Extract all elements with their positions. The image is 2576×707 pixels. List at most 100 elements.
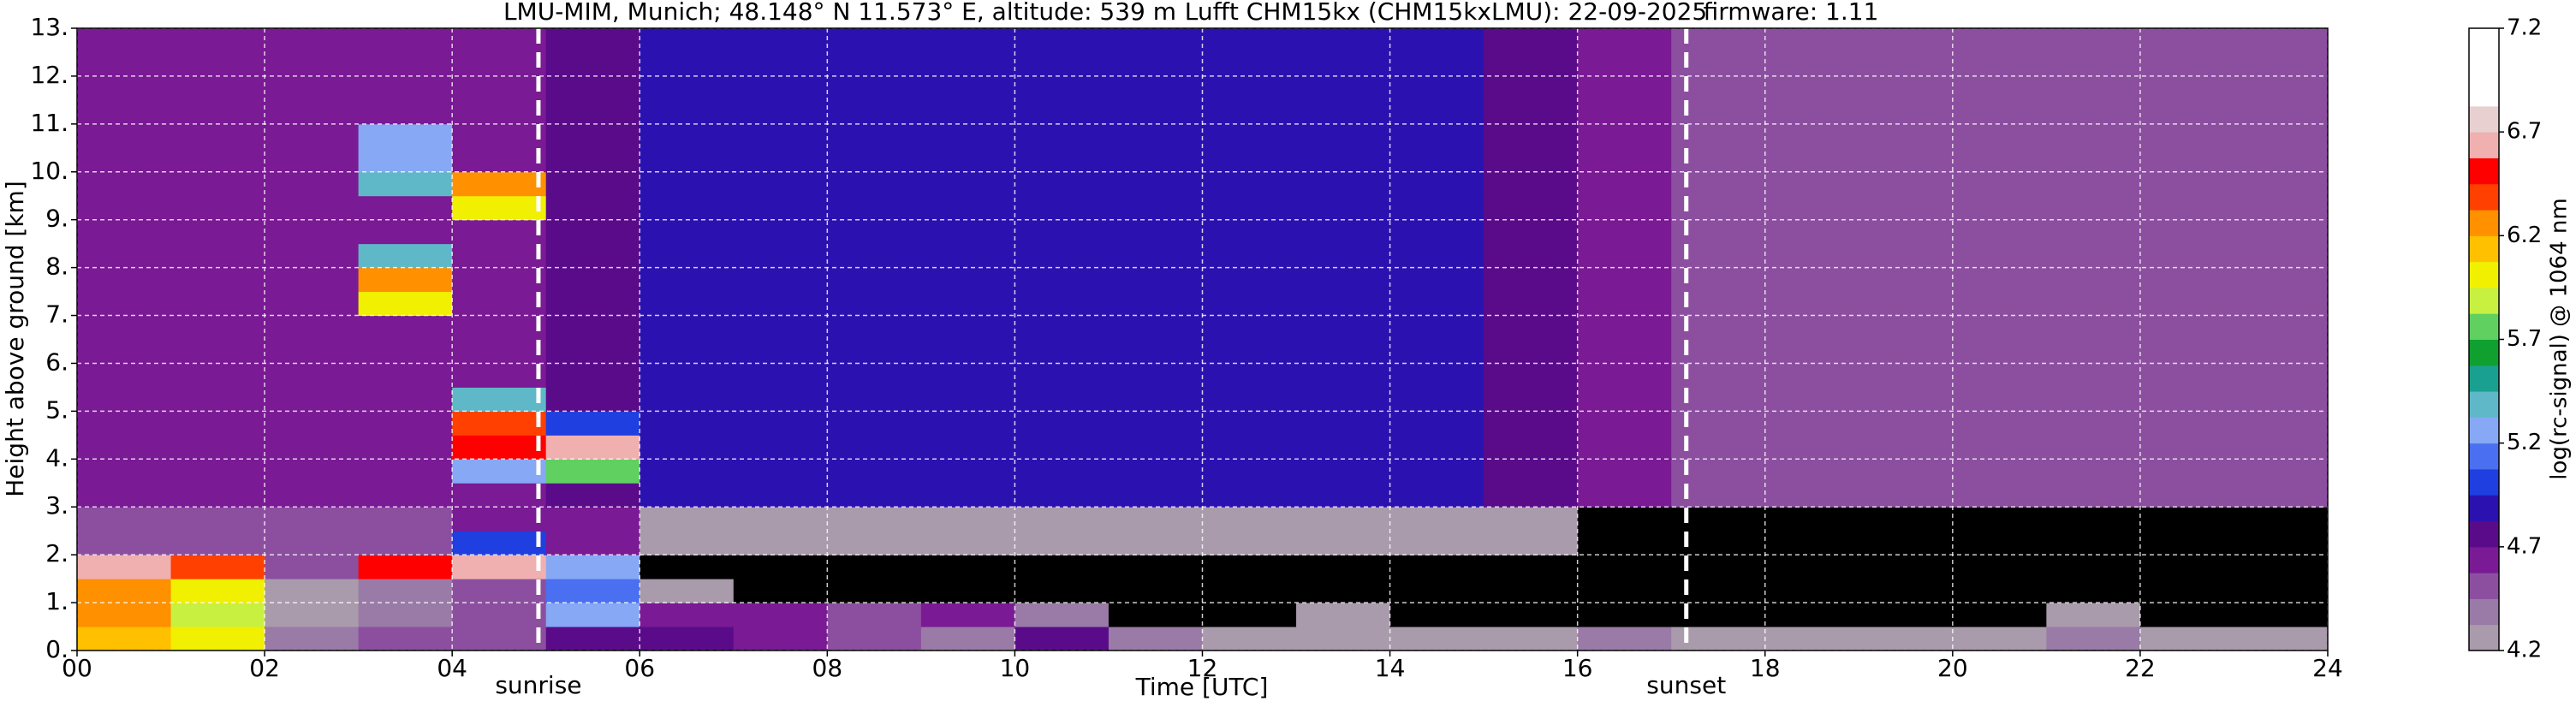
heatmap-cell	[545, 627, 640, 651]
heatmap-cell	[827, 603, 922, 627]
heatmap-cell	[452, 195, 547, 221]
heatmap-cell	[2046, 603, 2141, 627]
colorbar-segment	[2469, 443, 2499, 470]
heatmap-cell	[920, 339, 1015, 364]
heatmap-cell	[1202, 75, 1297, 101]
heatmap-cell	[733, 99, 828, 125]
heatmap-cell	[1859, 51, 1954, 77]
heatmap-cell	[920, 483, 1015, 508]
heatmap-cell	[358, 459, 453, 484]
heatmap-cell	[265, 483, 360, 508]
heatmap-cell	[1484, 459, 1579, 484]
heatmap-cell	[2139, 387, 2234, 412]
heatmap-cell	[265, 291, 360, 317]
heatmap-cell	[1859, 555, 1954, 579]
heatmap-cell	[77, 219, 172, 245]
heatmap-cell	[1389, 627, 1484, 651]
heatmap-cell	[358, 219, 453, 245]
colorbar-tick-label: 5.2	[2507, 430, 2542, 455]
heatmap-cell	[733, 531, 828, 556]
heatmap-cell	[358, 435, 453, 460]
heatmap-cell	[77, 483, 172, 508]
heatmap-cell	[1296, 219, 1391, 245]
heatmap-cell	[452, 267, 547, 293]
heatmap-cell	[920, 579, 1015, 603]
chart-title: Lufft CHM15kx (CHM15kxLMU): 22-09-2025	[1185, 0, 1707, 26]
heatmap-cell	[452, 28, 547, 53]
heatmap-cell	[2046, 363, 2141, 388]
heatmap-cell	[1859, 507, 1954, 532]
heatmap-cell	[1014, 51, 1110, 77]
heatmap-cell	[1859, 243, 1954, 269]
colorbar-segment	[2469, 339, 2499, 366]
heatmap-cell	[1389, 315, 1484, 340]
heatmap-cell	[2139, 579, 2234, 603]
heatmap-cell	[1577, 603, 1672, 627]
heatmap-cell	[1389, 603, 1484, 627]
heatmap-cell	[1859, 315, 1954, 340]
heatmap-cell	[1389, 387, 1484, 412]
heatmap-cell	[1952, 171, 2047, 197]
colorbar-tick-label: 4.2	[2507, 638, 2542, 663]
heatmap-cell	[640, 99, 735, 125]
heatmap-cell	[920, 603, 1015, 627]
heatmap-cell	[1296, 315, 1391, 340]
heatmap-cell	[1296, 627, 1391, 651]
heatmap-cell	[2234, 555, 2329, 579]
heatmap-cell	[1952, 267, 2047, 293]
heatmap-cell	[358, 555, 453, 579]
heatmap-cell	[1484, 387, 1579, 412]
heatmap-cell	[1764, 603, 1859, 627]
heatmap-cell	[1577, 123, 1672, 149]
heatmap-cell	[265, 267, 360, 293]
heatmap-cell	[170, 147, 265, 173]
heatmap	[77, 28, 2329, 651]
heatmap-cell	[1389, 363, 1484, 388]
y-tick-label: 8.	[45, 253, 68, 281]
heatmap-cell	[1014, 219, 1110, 245]
heatmap-cell	[733, 123, 828, 149]
heatmap-cell	[640, 411, 735, 436]
heatmap-cell	[77, 435, 172, 460]
heatmap-cell	[358, 411, 453, 436]
colorbar-segment	[2469, 235, 2499, 263]
heatmap-cell	[1952, 483, 2047, 508]
heatmap-cell	[170, 315, 265, 340]
heatmap-cell	[358, 28, 453, 53]
heatmap-cell	[170, 219, 265, 245]
heatmap-cell	[265, 243, 360, 269]
heatmap-cell	[1764, 459, 1859, 484]
heatmap-cell	[265, 387, 360, 412]
heatmap-cell	[358, 195, 453, 221]
heatmap-cell	[920, 627, 1015, 651]
heatmap-cell	[1296, 579, 1391, 603]
heatmap-cell	[77, 243, 172, 269]
heatmap-cell	[1577, 579, 1672, 603]
heatmap-cell	[358, 267, 453, 293]
heatmap-cell	[452, 147, 547, 173]
heatmap-cell	[1389, 243, 1484, 269]
heatmap-cell	[77, 363, 172, 388]
heatmap-cell	[2046, 219, 2141, 245]
x-tick-label: 10	[1000, 654, 1031, 682]
heatmap-cell	[358, 339, 453, 364]
heatmap-cell	[1296, 28, 1391, 53]
heatmap-cell	[1202, 291, 1297, 317]
heatmap-cell	[733, 603, 828, 627]
heatmap-cell	[1577, 267, 1672, 293]
heatmap-cell	[1952, 387, 2047, 412]
heatmap-cell	[640, 435, 735, 460]
heatmap-cell	[640, 459, 735, 484]
heatmap-cell	[827, 267, 922, 293]
heatmap-cell	[2046, 99, 2141, 125]
heatmap-cell	[545, 531, 640, 556]
heatmap-cell	[2139, 99, 2234, 125]
heatmap-cell	[2139, 411, 2234, 436]
heatmap-cell	[545, 387, 640, 412]
heatmap-cell	[2234, 435, 2329, 460]
heatmap-cell	[1764, 339, 1859, 364]
heatmap-cell	[545, 459, 640, 484]
heatmap-cell	[1859, 219, 1954, 245]
heatmap-cell	[640, 483, 735, 508]
heatmap-cell	[1014, 75, 1110, 101]
